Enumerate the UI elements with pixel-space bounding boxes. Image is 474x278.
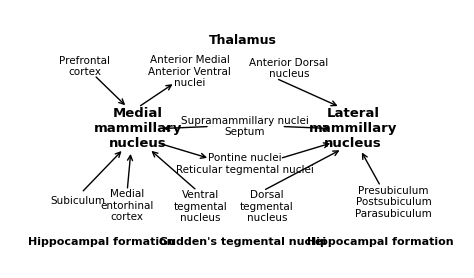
Text: Dorsal
tegmental
nucleus: Dorsal tegmental nucleus (240, 190, 294, 223)
Text: Subiculum: Subiculum (50, 196, 105, 206)
Text: Supramammillary nuclei
Septum: Supramammillary nuclei Septum (181, 116, 309, 137)
Text: Medial
entorhinal
cortex: Medial entorhinal cortex (100, 189, 154, 222)
Text: Medial
mammillary
nucleus: Medial mammillary nucleus (94, 107, 182, 150)
Text: Ventral
tegmental
nucleus: Ventral tegmental nucleus (174, 190, 228, 223)
Text: Prefrontal
cortex: Prefrontal cortex (59, 56, 110, 77)
Text: Anterior Medial
Anterior Ventral
nuclei: Anterior Medial Anterior Ventral nuclei (148, 55, 231, 88)
Text: Presubiculum
Postsubiculum
Parasubiculum: Presubiculum Postsubiculum Parasubiculum (355, 186, 432, 219)
Text: Hippocampal formation: Hippocampal formation (307, 237, 454, 247)
Text: Anterior Dorsal
nucleus: Anterior Dorsal nucleus (249, 58, 328, 80)
Text: Lateral
mammillary
nucleus: Lateral mammillary nucleus (309, 107, 397, 150)
Text: Gudden's tegmental nuclei: Gudden's tegmental nuclei (159, 237, 327, 247)
Text: Pontine nuclei
Reticular tegmental nuclei: Pontine nuclei Reticular tegmental nucle… (176, 153, 314, 175)
Text: Thalamus: Thalamus (209, 34, 277, 47)
Text: Hippocampal formation: Hippocampal formation (28, 237, 175, 247)
